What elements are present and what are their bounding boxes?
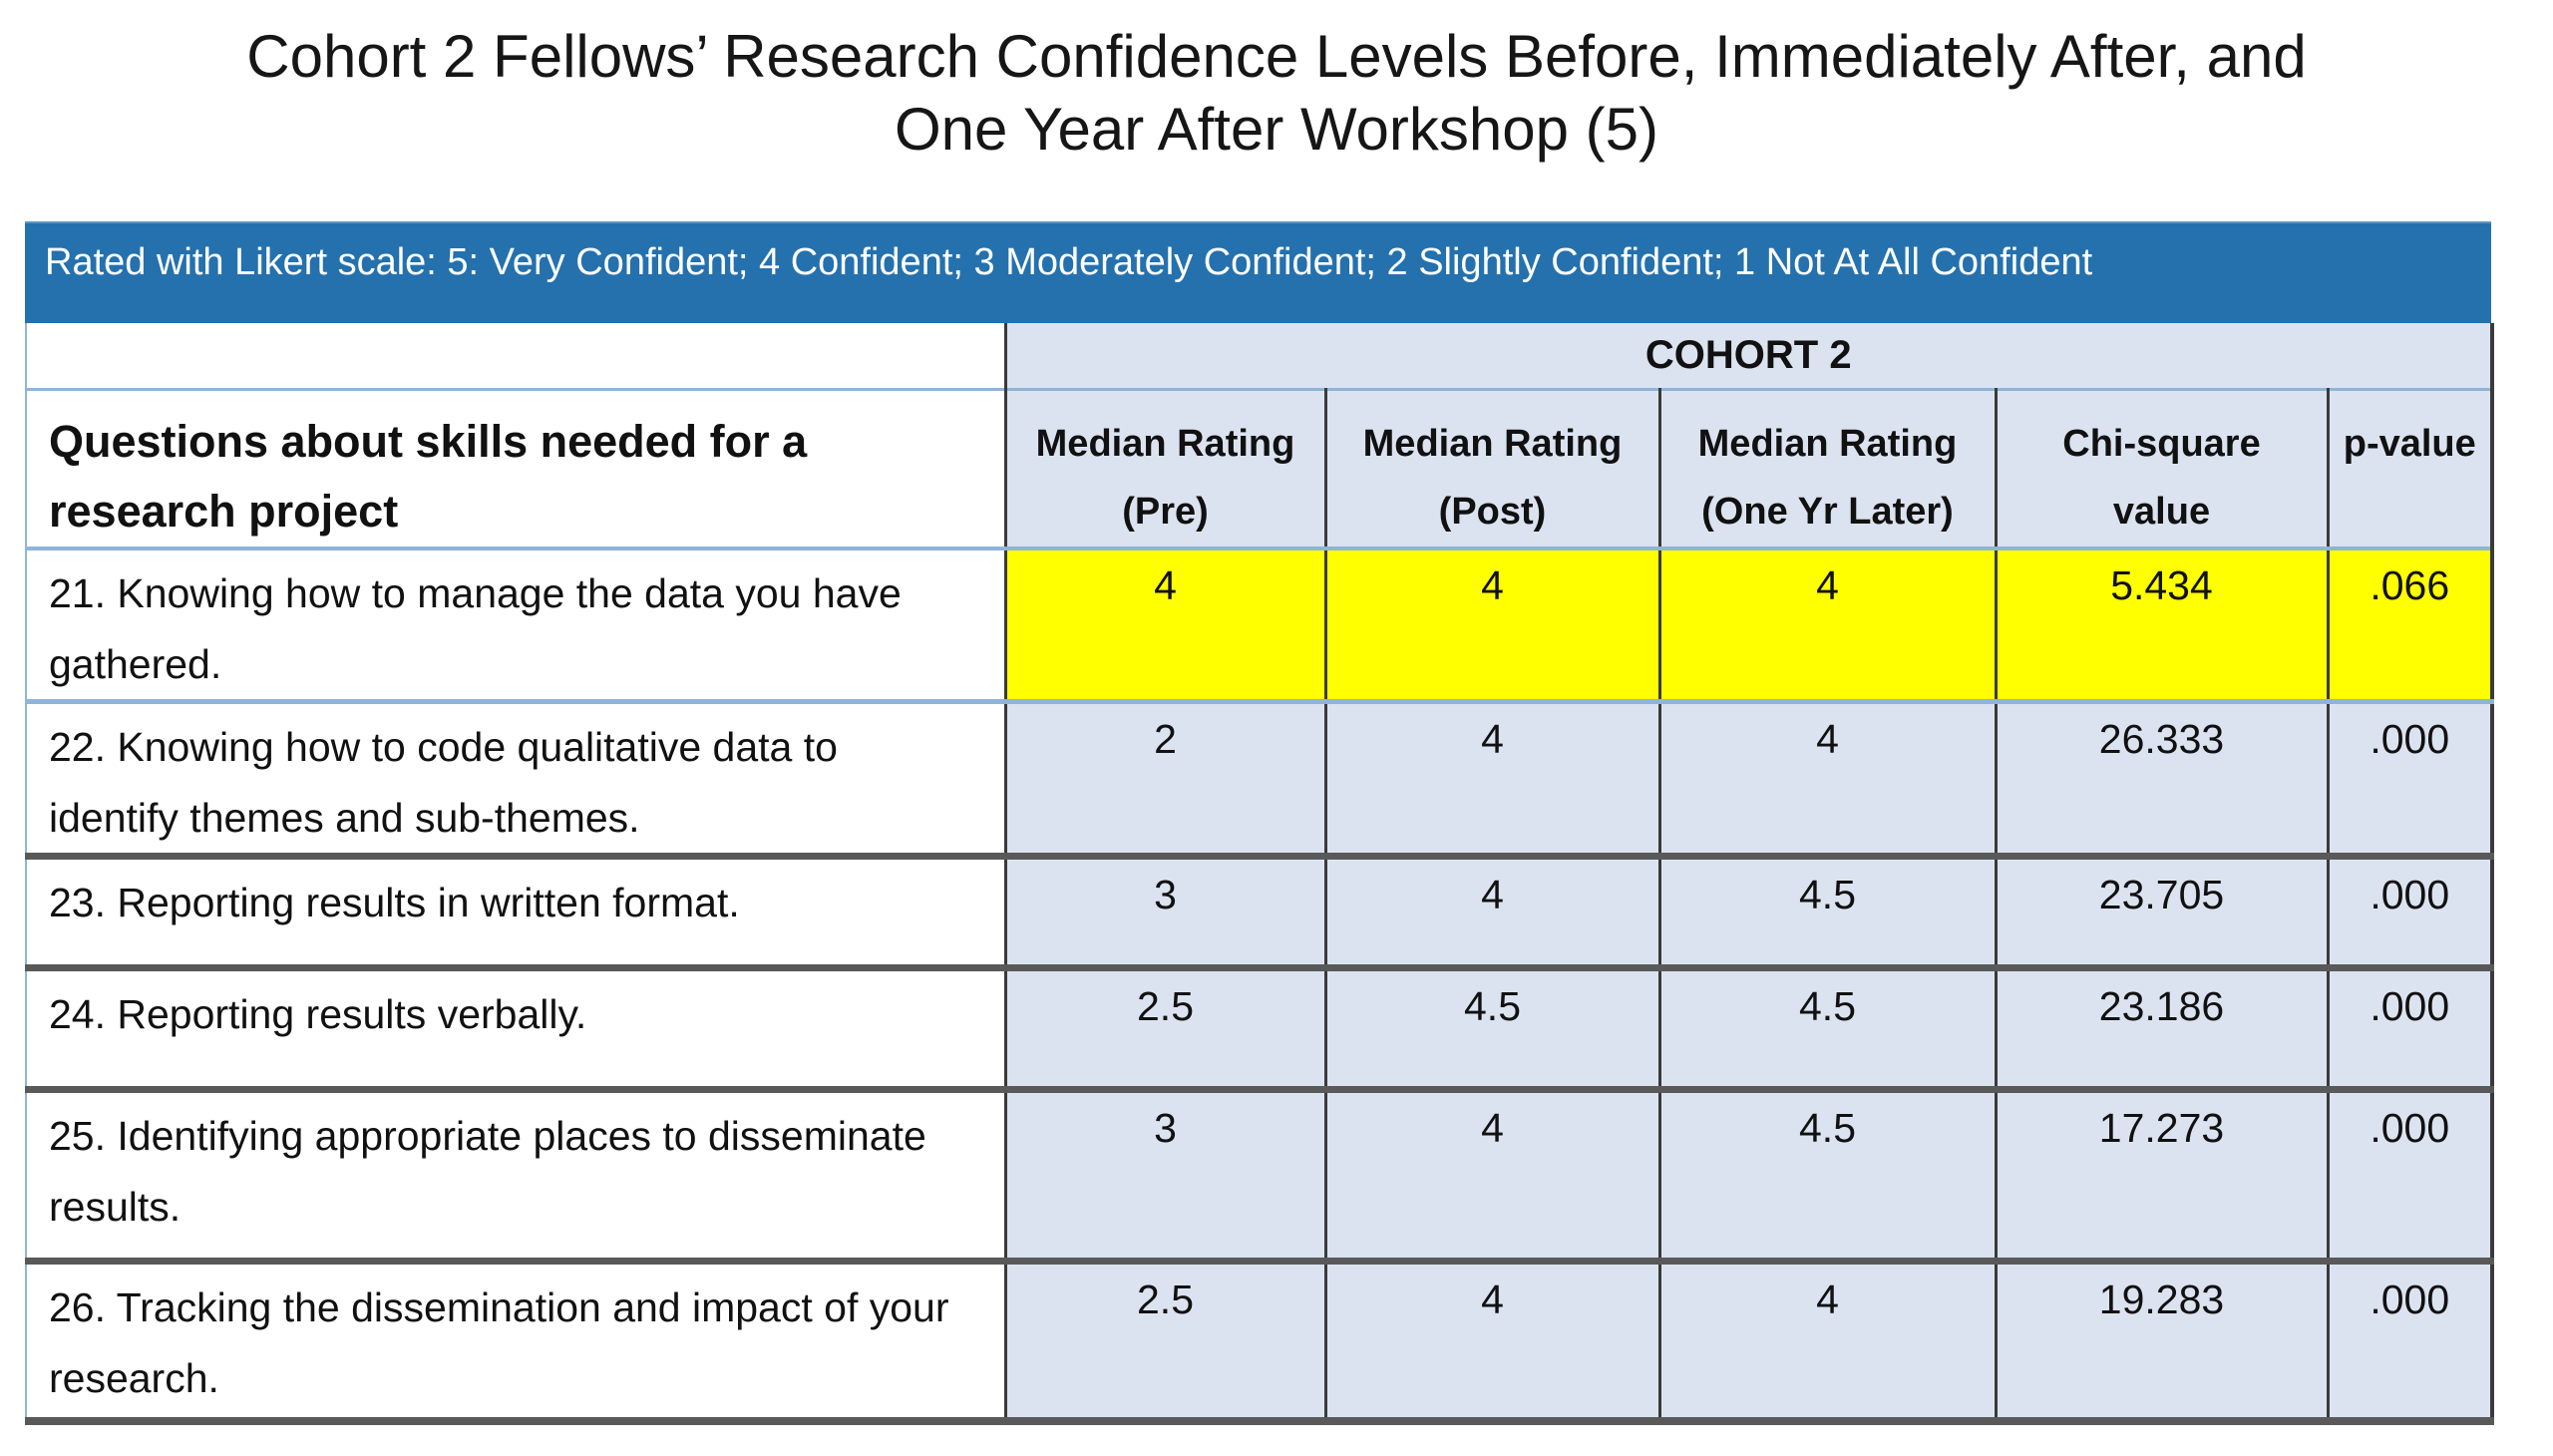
column-header-line: Median Rating [1035,422,1295,465]
median-pre-cell: 2.5 [1003,1261,1325,1421]
p-value-cell: .066 [2326,548,2495,702]
column-header-chi-square: Chi-square value [1994,389,2328,549]
p-value-cell: .000 [2326,856,2495,968]
median-one-yr-cell: 4 [1657,701,1996,857]
median-one-yr-cell: 4.5 [1657,856,1996,968]
results-table: COHORT 2 Questions about skills needed f… [25,323,2495,1425]
p-value-cell: .000 [2326,1261,2495,1421]
slide-title: Cohort 2 Fellows’ Research Confidence Le… [60,20,2493,166]
question-cell: 26. Tracking the dissemination and impac… [25,1261,1005,1421]
median-post-cell: 4 [1323,548,1659,702]
chi-square-cell: 23.705 [1994,856,2328,968]
median-post-cell: 4.5 [1323,967,1659,1090]
median-pre-cell: 3 [1003,856,1325,968]
table-row-q26: 26. Tracking the dissemination and impac… [25,1261,2495,1421]
median-one-yr-cell: 4 [1657,548,1996,702]
likert-scale-banner: Rated with Likert scale: 5: Very Confide… [25,221,2491,324]
p-value-cell: .000 [2326,1089,2495,1262]
p-value-cell: .000 [2326,967,2495,1090]
column-header-line: Median Rating [1697,422,1958,465]
column-header-median-post: Median Rating (Post) [1323,389,1659,549]
column-header-median-one-yr: Median Rating (One Yr Later) [1657,389,1996,549]
slide-title-line-2: One Year After Workshop (5) [895,96,1658,164]
column-header-line: (One Yr Later) [1701,490,1954,533]
question-cell: 22. Knowing how to code qualitative data… [25,701,1005,857]
table-row-q25: 25. Identifying appropriate places to di… [25,1089,2495,1262]
median-one-yr-cell: 4.5 [1657,1089,1996,1262]
chi-square-cell: 17.273 [1994,1089,2328,1262]
chi-square-cell: 26.333 [1994,701,2328,857]
table-row-q23: 23. Reporting results in written format.… [25,856,2495,968]
column-header-row: Questions about skills needed for a rese… [25,389,2495,549]
column-header-median-pre: Median Rating (Pre) [1003,389,1325,549]
median-pre-cell: 2 [1003,701,1325,857]
median-pre-cell: 3 [1003,1089,1325,1262]
chi-square-cell: 19.283 [1994,1261,2328,1421]
table-row-q24: 24. Reporting results verbally. 2.5 4.5 … [25,967,2495,1090]
question-cell: 21. Knowing how to manage the data you h… [25,548,1005,702]
median-post-cell: 4 [1323,701,1659,857]
median-one-yr-cell: 4.5 [1657,967,1996,1090]
question-cell: 23. Reporting results in written format. [25,856,1005,968]
column-header-line: value [2112,490,2211,533]
column-header-p-value: p-value [2326,389,2495,549]
column-header-line: (Pre) [1122,490,1209,533]
empty-corner-cell [25,323,1005,390]
table-row-q22: 22. Knowing how to code qualitative data… [25,701,2495,857]
chi-square-cell: 23.186 [1994,967,2328,1090]
median-pre-cell: 4 [1003,548,1325,702]
column-header-line: p-value [2343,422,2476,465]
cohort-group-row: COHORT 2 [25,323,2495,390]
median-pre-cell: 2.5 [1003,967,1325,1090]
column-header-line: Median Rating [1362,422,1623,465]
slide-title-line-1: Cohort 2 Fellows’ Research Confidence Le… [246,23,2307,90]
column-header-line: Chi-square [2062,422,2261,465]
chi-square-cell: 5.434 [1994,548,2328,702]
table-row-q21: 21. Knowing how to manage the data you h… [25,548,2495,702]
p-value-cell: .000 [2326,701,2495,857]
column-header-line: (Post) [1438,490,1547,533]
question-cell: 25. Identifying appropriate places to di… [25,1089,1005,1262]
median-one-yr-cell: 4 [1657,1261,1996,1421]
cohort-group-header: COHORT 2 [1003,323,2495,390]
question-cell: 24. Reporting results verbally. [25,967,1005,1090]
median-post-cell: 4 [1323,1089,1659,1262]
question-column-header: Questions about skills needed for a rese… [25,389,1005,549]
median-post-cell: 4 [1323,856,1659,968]
median-post-cell: 4 [1323,1261,1659,1421]
